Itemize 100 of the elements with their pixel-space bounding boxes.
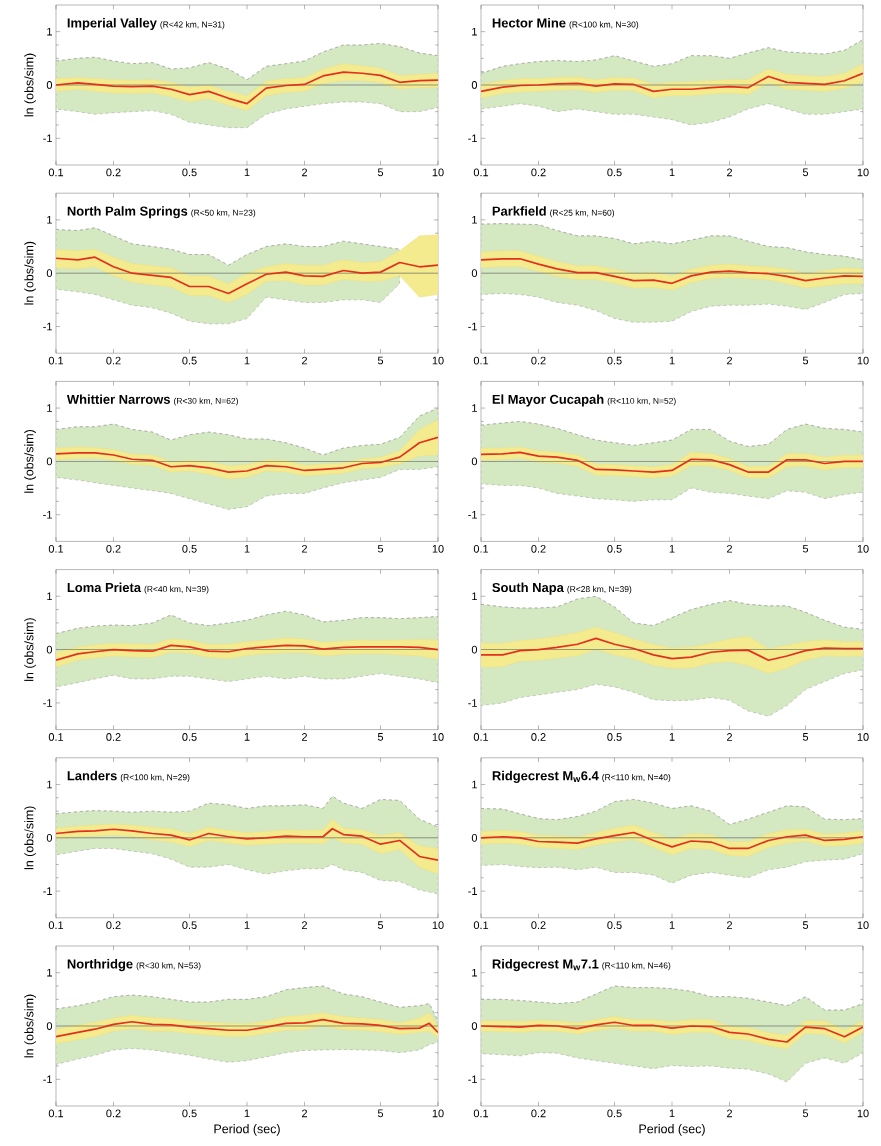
- x-tick-label: 1: [669, 921, 675, 929]
- x-tick-label: 0.5: [182, 356, 197, 365]
- x-tick-label: 2: [301, 921, 307, 929]
- text: (R<40 km, N=39): [144, 585, 209, 594]
- y-tick-label: 0: [46, 269, 53, 278]
- x-tick-label: 0.5: [607, 168, 622, 177]
- y-tick-label: -1: [468, 887, 477, 895]
- x-tick-label: 5: [802, 733, 809, 741]
- x-tick-label: 0.5: [607, 1109, 622, 1118]
- y-tick-label: 0: [46, 457, 53, 466]
- x-tick-label: 0.2: [106, 356, 121, 365]
- x-tick-label: 10: [432, 921, 444, 930]
- x-tick-label: 2: [301, 168, 307, 177]
- x-tick-label: 2: [301, 544, 307, 553]
- x-tick-label: 5: [802, 1109, 809, 1118]
- y-tick-label: -1: [43, 322, 52, 331]
- text: (R<110 km, N=52): [607, 397, 676, 406]
- x-tick-label: 2: [726, 1109, 732, 1118]
- x-tick-label: 1: [244, 356, 250, 365]
- x-tick-label: 0.5: [182, 544, 197, 553]
- text: (R<110 km, N=46): [602, 962, 671, 971]
- y-axis-title: ln (obs/sim): [24, 430, 36, 493]
- x-tick-label: 0.1: [473, 544, 489, 553]
- y-tick-label: 0: [471, 457, 478, 466]
- text: (R<110 km, N=40): [602, 774, 671, 782]
- x-tick-label: 10: [432, 168, 444, 177]
- text: Northridge: [67, 959, 133, 972]
- x-tick-label: 0.1: [473, 733, 489, 741]
- x-tick-label: 0.2: [106, 168, 121, 177]
- x-tick-label: 10: [857, 1109, 869, 1118]
- y-tick-label: 0: [46, 833, 53, 842]
- x-tick-label: 5: [802, 921, 809, 929]
- x-tick-label: 1: [244, 168, 250, 177]
- y-tick-label: 1: [47, 216, 52, 224]
- y-tick-label: 0: [46, 645, 53, 654]
- x-tick-label: 0.1: [473, 168, 489, 177]
- x-tick-label: 2: [301, 356, 307, 365]
- y-tick-label: 0: [471, 269, 478, 278]
- x-tick-label: 5: [802, 168, 809, 177]
- x-tick-label: 1: [244, 733, 250, 741]
- y-tick-label: 1: [47, 780, 52, 789]
- text: Landers: [67, 770, 117, 781]
- y-tick-label: 1: [472, 404, 477, 412]
- y-tick-label: 1: [472, 968, 477, 977]
- y-tick-label: -1: [43, 134, 52, 143]
- x-tick-label: 0.2: [106, 733, 121, 741]
- x-tick-label: 5: [377, 921, 384, 929]
- x-tick-label: 10: [857, 733, 869, 741]
- x-tick-label: 10: [432, 356, 444, 365]
- x-tick-label: 1: [669, 733, 675, 741]
- x-tick-label: 1: [244, 921, 250, 929]
- text: (R<50 km, N=23): [191, 209, 256, 218]
- text: Imperial Valley: [67, 18, 157, 31]
- x-tick-label: 1: [669, 356, 675, 365]
- text: Loma Prieta: [67, 582, 142, 593]
- text: (R<30 km, N=53): [136, 962, 201, 971]
- text: El Mayor Cucapah: [492, 394, 604, 407]
- x-tick-label: 0.2: [106, 921, 121, 930]
- text: (R<30 km, N=62): [174, 397, 238, 406]
- y-tick-label: -1: [468, 510, 477, 519]
- x-tick-label: 0.1: [48, 921, 64, 930]
- y-tick-label: 1: [47, 968, 52, 977]
- x-tick-label: 2: [726, 733, 732, 741]
- x-tick-label: 0.2: [531, 1109, 546, 1118]
- x-tick-label: 1: [669, 1109, 675, 1118]
- y-tick-label: 1: [472, 592, 477, 601]
- text: (R<100 km, N=30): [569, 21, 639, 30]
- x-tick-label: 1: [669, 544, 675, 553]
- x-tick-label: 0.1: [48, 356, 64, 365]
- x-tick-label: 2: [301, 1109, 307, 1118]
- x-tick-label: 0.5: [607, 356, 622, 365]
- text: Whittier Narrows: [66, 394, 170, 404]
- x-tick-label: 1: [244, 544, 250, 553]
- x-tick-label: 0.1: [48, 168, 64, 177]
- x-tick-label: 0.2: [531, 168, 546, 177]
- x-tick-label: 0.5: [607, 544, 622, 553]
- text: (R<100 km, N=29): [120, 774, 190, 782]
- x-tick-label: 0.1: [48, 544, 64, 553]
- x-tick-label: 10: [857, 168, 869, 177]
- y-tick-label: 1: [472, 27, 477, 36]
- x-axis-title: Period (sec): [639, 1124, 705, 1136]
- x-tick-label: 0.2: [531, 356, 546, 365]
- y-tick-label: -1: [468, 699, 477, 707]
- x-tick-label: 10: [432, 544, 444, 553]
- y-tick-label: 0: [471, 81, 478, 89]
- x-tick-label: 0.5: [182, 168, 197, 177]
- x-tick-label: 5: [802, 356, 809, 365]
- x-tick-label: 0.2: [531, 544, 546, 553]
- y-tick-label: 1: [472, 780, 477, 789]
- x-tick-label: 2: [726, 356, 732, 365]
- x-tick-label: 5: [377, 733, 384, 741]
- y-tick-label: -1: [43, 510, 52, 519]
- x-tick-label: 1: [669, 168, 675, 177]
- y-tick-label: 1: [47, 592, 52, 601]
- y-tick-label: 1: [47, 27, 52, 36]
- x-tick-label: 2: [726, 168, 732, 177]
- y-tick-label: 0: [471, 833, 478, 842]
- y-axis-title: ln (obs/sim): [24, 806, 36, 870]
- text: Parkfield: [492, 206, 546, 216]
- y-tick-label: 0: [46, 1022, 53, 1030]
